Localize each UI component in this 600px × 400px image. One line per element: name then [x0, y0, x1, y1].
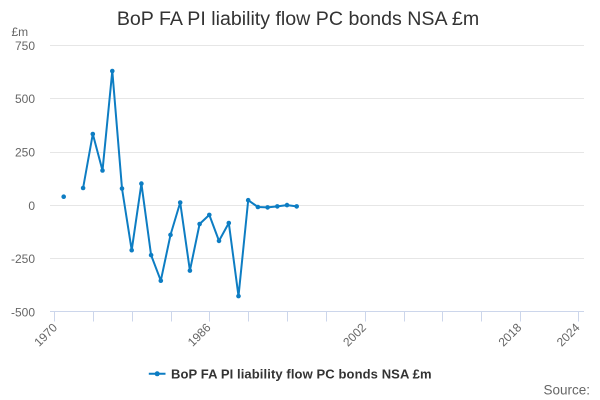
svg-text:BoP FA PI liability flow PC bo: BoP FA PI liability flow PC bonds NSA £m [171, 366, 432, 381]
svg-text:BoP FA PI liability flow PC bo: BoP FA PI liability flow PC bonds NSA £m [117, 8, 479, 30]
svg-text:750: 750 [15, 39, 35, 53]
svg-text:-500: -500 [11, 305, 35, 319]
svg-text:£m: £m [12, 25, 29, 39]
svg-text:250: 250 [15, 146, 35, 160]
svg-text:Source:: Source: [543, 383, 590, 398]
svg-text:-250: -250 [11, 252, 35, 266]
svg-text:500: 500 [15, 92, 35, 106]
svg-text:0: 0 [28, 199, 35, 213]
